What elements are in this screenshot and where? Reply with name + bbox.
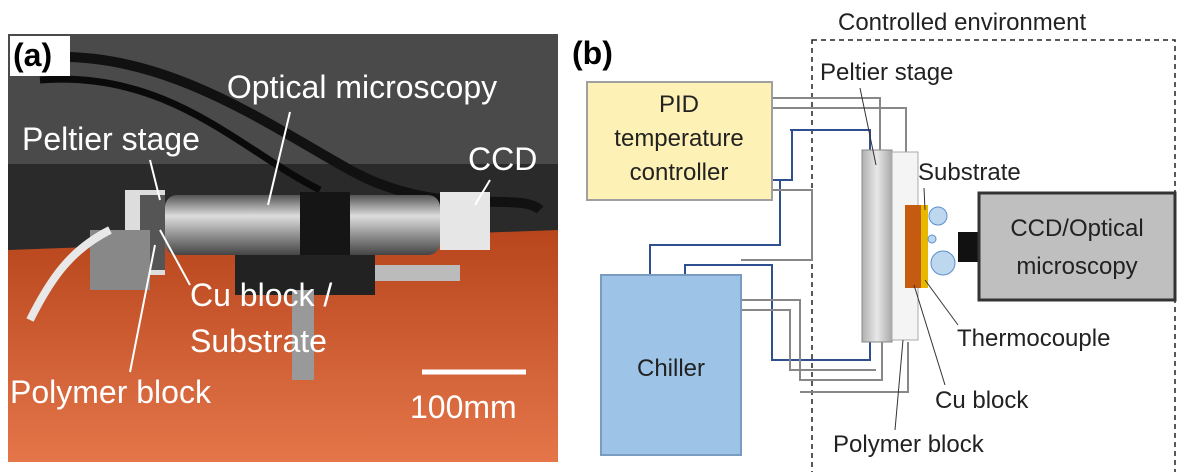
controller-label: controller — [630, 159, 729, 186]
panel-label: (a) — [13, 37, 52, 73]
controller-label: PID — [659, 91, 699, 118]
leader — [895, 340, 903, 430]
scale-label: 100mm — [410, 389, 517, 425]
figure: (a) Optical microscopy Peltier stage CCD… — [0, 0, 1184, 472]
camera-label: microscopy — [1016, 253, 1137, 280]
component-label: Polymer block — [833, 431, 985, 458]
cu-block — [905, 205, 923, 288]
controller-label: temperature — [614, 125, 743, 152]
annotation: Optical microscopy — [227, 69, 497, 105]
chiller-label: Chiller — [637, 355, 705, 382]
component-label: Cu block — [935, 387, 1029, 414]
component-label: Substrate — [918, 159, 1021, 186]
component-label: Peltier stage — [820, 59, 953, 86]
annotation: Substrate — [190, 323, 327, 359]
camera-label: CCD/Optical — [1010, 215, 1143, 242]
annotation: Polymer block — [10, 374, 212, 410]
page: (a) Optical microscopy Peltier stage CCD… — [0, 0, 1184, 472]
annotation: CCD — [468, 141, 537, 177]
annotation: Peltier stage — [22, 121, 200, 157]
droplet — [929, 207, 947, 225]
lens — [958, 232, 980, 262]
camera-box — [979, 193, 1175, 300]
droplet — [931, 251, 955, 275]
droplet — [928, 235, 936, 243]
environment-label: Controlled environment — [838, 9, 1086, 36]
substrate — [921, 205, 928, 288]
panel-label: (b) — [572, 35, 613, 71]
leader — [914, 285, 945, 385]
annotation: Cu block / — [190, 277, 332, 313]
peltier-stage — [862, 150, 892, 342]
component-label: Thermocouple — [957, 325, 1110, 352]
leader — [925, 280, 958, 325]
